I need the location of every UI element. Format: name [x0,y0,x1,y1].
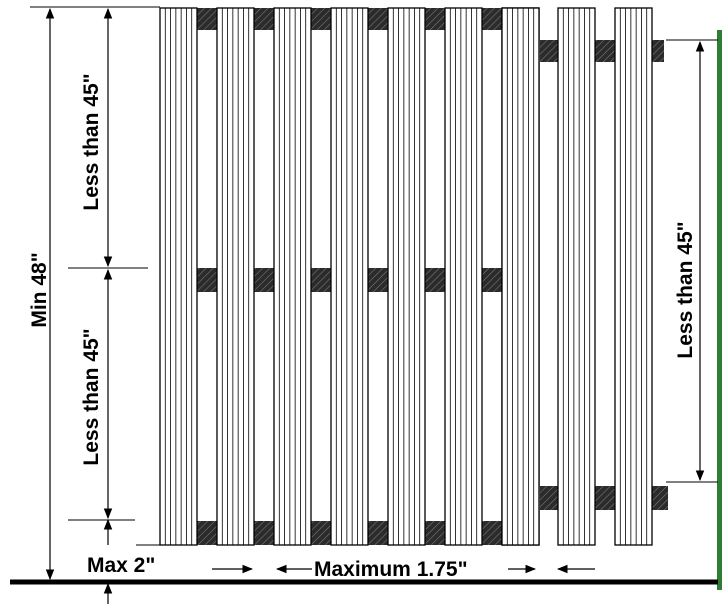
extension-lines [30,6,718,546]
fence-picket [387,7,426,546]
label-middle-spacing: Less than 45" [80,328,103,465]
fence-picket [216,7,255,546]
fence-picket [330,7,369,546]
label-right-spacing: Less than 45" [674,221,697,358]
green-edge [717,30,722,590]
fence-picket [444,7,483,546]
dimension-labels: Min 48" Less than 45" Less than 45" Less… [28,73,697,581]
label-top-spacing: Less than 45" [80,73,103,210]
label-picket-gap: Maximum 1.75" [314,558,468,581]
dimension-lines [45,7,705,604]
fence-picket [614,7,653,546]
label-min-height: Min 48" [28,252,51,327]
fence-picket [557,7,596,546]
fence-picket [501,7,540,546]
label-bottom-gap: Max 2" [87,554,155,577]
fence-picket [273,7,312,546]
pickets [159,7,653,546]
fence-picket [159,7,198,546]
